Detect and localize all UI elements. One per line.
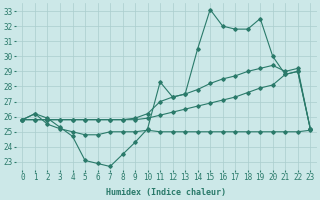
X-axis label: Humidex (Indice chaleur): Humidex (Indice chaleur) <box>106 188 226 197</box>
